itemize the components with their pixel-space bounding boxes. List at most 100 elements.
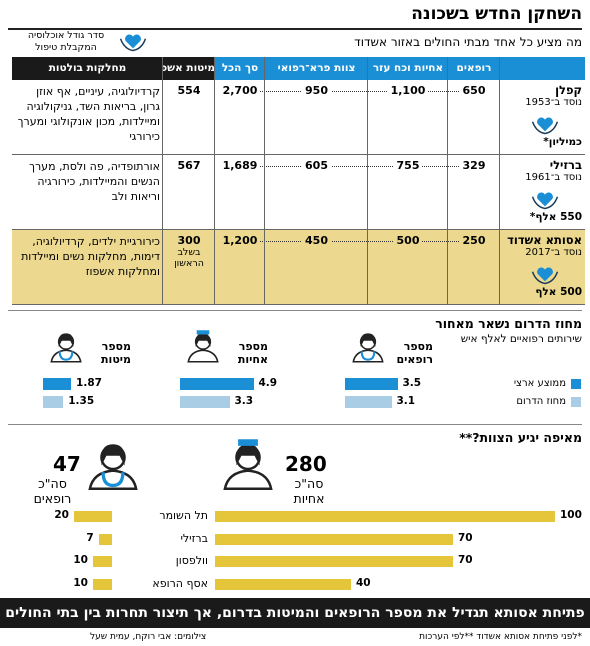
heart (125, 34, 141, 49)
chart-subtitle: שירותים רפואיים לאלף איש (460, 333, 582, 345)
cell-value: 329 (459, 159, 489, 172)
bar (215, 511, 555, 522)
bar (345, 396, 392, 408)
legend-label: מחוז הדרום (516, 396, 566, 407)
row-background (12, 80, 585, 155)
dotted-connector (230, 166, 465, 167)
total-number: 47 (53, 452, 81, 476)
table-number: 605 (269, 159, 364, 172)
section-rule (8, 310, 582, 311)
table-number: 2,700 (219, 84, 261, 97)
section-rule (8, 424, 582, 425)
stethoscope (101, 472, 125, 488)
population: 550 אלף* (529, 211, 582, 223)
table-number: 250 (452, 234, 496, 247)
population-icon-shape (531, 267, 559, 285)
banner: פתיחת אסותא תגדיל את מספר הרופאים והמיטו… (0, 598, 590, 628)
hair (236, 444, 260, 466)
value-label: 1.87 (76, 377, 102, 389)
founded: נוסד ב־2017 (525, 247, 582, 258)
table-number: 950 (269, 84, 364, 97)
category-label: אסף הרופא (152, 576, 208, 590)
bar (215, 556, 453, 567)
table-number: 1,200 (219, 234, 261, 247)
population-icon (530, 188, 560, 210)
cell-value: 755 (393, 159, 423, 172)
nurse-icon (215, 432, 281, 496)
founded: נוסד ב־1953 (525, 97, 582, 108)
category-icon-shape (352, 333, 384, 363)
value-label: 1.35 (68, 395, 95, 407)
category-label: ברזילי (180, 531, 208, 545)
table-number: 1,689 (219, 159, 261, 172)
table-number: 500 (372, 234, 444, 247)
value-label: 3.1 (396, 395, 416, 407)
cap (238, 439, 258, 446)
hands (531, 196, 559, 210)
value-label: 10 (73, 576, 88, 589)
category-label: וולפסון (175, 554, 208, 567)
category-icon (182, 328, 224, 364)
value-label: 10 (73, 554, 88, 566)
population: כמיליון* (543, 136, 582, 148)
footnote: *לפני פתיחת אסותא אשדוד **לפי הערכות (419, 632, 582, 642)
bar (215, 578, 351, 590)
category-label: מספר רופאים (396, 340, 433, 366)
row-background (12, 155, 585, 230)
hair (195, 333, 211, 348)
legend-note: סדר גודל אוכלוסיה המקבלת טיפול (27, 30, 105, 53)
cell-value: 300 (174, 234, 204, 247)
table-number: 1,100 (372, 84, 444, 97)
category-icon (45, 328, 87, 364)
hospital-name: ברזילי (549, 158, 582, 172)
value-label: 70 (458, 554, 473, 566)
hair (101, 444, 125, 466)
heart (537, 192, 553, 207)
total-number: 280 (285, 452, 327, 476)
table-number: 450 (269, 234, 364, 247)
cell-value: 650 (459, 84, 489, 97)
category-icon-shape (50, 333, 82, 363)
row-background (12, 230, 585, 305)
body (50, 349, 82, 363)
dotted-connector (230, 91, 465, 92)
category-label: מספר מיטות (101, 340, 131, 366)
column-divider (447, 57, 448, 305)
hands (531, 271, 559, 285)
column-header: אחיות וכח עזר (368, 57, 448, 80)
stethoscope (58, 351, 74, 361)
value-label: 100 (560, 509, 582, 521)
heart (537, 267, 553, 282)
column-divider (367, 57, 368, 305)
column-header: מיטות אשפוז (152, 57, 215, 80)
hospital-name: אסותא אשדוד (507, 233, 582, 247)
table-number: 567 (167, 159, 211, 172)
chart-title: מאיפה יגיע הצוות?** (459, 430, 582, 445)
subtitle: מה מציע כל אחד מבתי החולים באזור אשדוד (354, 35, 582, 49)
cell-value: 1,100 (387, 84, 429, 97)
column-divider (162, 57, 163, 305)
value-label: 3.3 (234, 395, 254, 407)
cell-value: 250 (459, 234, 489, 247)
cell-value: 1,689 (219, 159, 261, 172)
column-header: מחלקות בולטות (12, 57, 163, 80)
table-number: 650 (452, 84, 496, 97)
hospital-name: קפלן (555, 83, 582, 97)
population-icon-shape (531, 192, 559, 210)
cell-value: 605 (302, 159, 331, 172)
cap (196, 330, 210, 335)
population-icon-shape (531, 117, 559, 135)
bar (93, 578, 112, 590)
column-header: סך הכל (215, 57, 265, 80)
value-label: 7 (86, 531, 94, 544)
credit: צילומים: אבי רוקח, עמית שעל (90, 632, 207, 642)
table-number: 554 (167, 84, 211, 97)
table-number: 755 (372, 159, 444, 172)
cell-value: 950 (302, 84, 331, 97)
hair (58, 333, 74, 348)
category-icon-shape (187, 330, 219, 363)
value-label: 20 (54, 509, 69, 521)
beds-note: בשלב הראשון (174, 247, 204, 269)
title-rule (8, 28, 582, 30)
